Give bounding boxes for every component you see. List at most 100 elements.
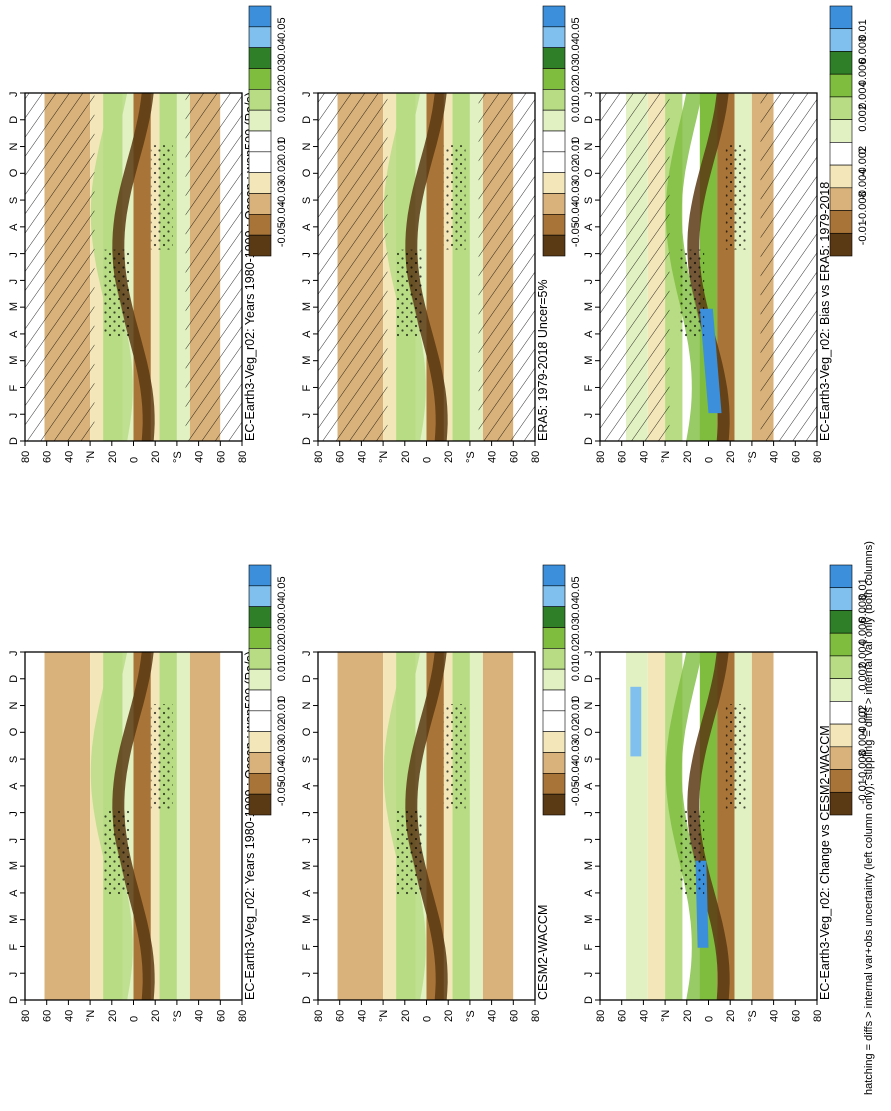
lat-tick-label: 80	[20, 451, 32, 463]
month-tick-label: A	[301, 223, 313, 231]
colorbar-swatch	[248, 214, 272, 236]
lat-tick-label: 40	[194, 1010, 206, 1022]
lat-tick-label: 80	[812, 451, 824, 463]
colorbar-swatch	[829, 28, 853, 52]
colorbar-swatch	[248, 689, 272, 712]
lat-tick-label: 40	[769, 1010, 781, 1022]
lat-band	[189, 652, 221, 1000]
panel-title: ERA5: 1979-2018 Uncer=5%	[536, 279, 550, 441]
colorbar-label: -0.01	[570, 698, 582, 723]
colorbar-label: -0.05	[276, 781, 288, 806]
lat-tick-label: 80	[530, 451, 542, 463]
month-tick-label: M	[8, 356, 20, 365]
colorbar-swatch	[248, 648, 272, 670]
colorbar-label: -0.01	[276, 698, 288, 723]
colorbar-swatch	[248, 668, 272, 691]
colorbar-swatch	[248, 710, 272, 732]
month-tick-label: D	[583, 437, 595, 445]
month-tick-label: A	[583, 782, 595, 790]
month-tick-label: D	[8, 675, 20, 683]
colorbar-label: 0.03	[276, 59, 288, 80]
lat-tick-label: 20	[400, 451, 412, 463]
lat-band	[600, 652, 627, 1000]
month-tick-label: D	[583, 675, 595, 683]
lat-band	[220, 652, 242, 1000]
lat-tick-label: 40	[638, 1010, 650, 1022]
lat-tick-label: 40	[638, 451, 650, 463]
colorbar-swatch	[248, 68, 272, 90]
month-tick-label: F	[8, 384, 20, 391]
colorbar-swatch	[542, 5, 566, 28]
colorbar-swatch	[829, 564, 853, 589]
month-tick-label: J	[8, 92, 20, 98]
lat-tick-label: 80	[812, 1010, 824, 1022]
stippling	[443, 704, 466, 809]
colorbar-swatch	[248, 109, 272, 132]
colorbar-label: 0.006	[857, 59, 869, 87]
colorbar-label: 0.03	[570, 618, 582, 639]
colorbar-0: 0.050.040.030.020.010-0.01-0.02-0.03-0.0…	[248, 5, 288, 257]
lat-tick-label: 0	[129, 1016, 141, 1022]
lat-tick-label: 60	[790, 1010, 802, 1022]
month-tick-label: J	[301, 811, 313, 817]
lat-tick-label: °N	[660, 1010, 672, 1022]
colorbar-label: 0.02	[276, 639, 288, 660]
month-tick-label: M	[583, 915, 595, 924]
month-tick-label: O	[301, 168, 313, 177]
itcz-band	[112, 652, 155, 1000]
lat-band	[176, 652, 190, 1000]
colorbar-label: -0.02	[570, 160, 582, 185]
month-tick-label: J	[583, 838, 595, 844]
lat-tick-label: °S	[465, 451, 477, 463]
month-tick-label: J	[583, 279, 595, 285]
lat-band	[44, 652, 91, 1000]
colorbar-swatch	[542, 130, 566, 153]
colorbar-swatch	[248, 793, 272, 816]
colorbar-swatch	[829, 769, 853, 793]
colorbar-label: 0.03	[570, 59, 582, 80]
hatching	[478, 93, 535, 441]
colorbar-swatch	[542, 214, 566, 236]
month-tick-label: J	[8, 811, 20, 817]
lat-tick-label: °N	[85, 451, 97, 463]
colorbar-swatch	[829, 210, 853, 234]
stippling	[725, 145, 748, 250]
colorbar-swatch	[829, 119, 853, 143]
lat-tick-label: 80	[20, 1010, 32, 1022]
colorbar-label: -0.04	[570, 760, 582, 785]
lat-tick-label: 20	[682, 451, 694, 463]
lat-tick-label: °S	[747, 451, 759, 463]
colorbar-swatch	[248, 5, 272, 28]
colorbar-swatch	[542, 47, 566, 69]
heatmap-panel-5: 80 60 40 °N 20 0 20 °S 40 60 80DJFMAMJJASONDJEC-Ea…	[583, 651, 832, 1023]
month-tick-label: J	[583, 413, 595, 419]
lat-tick-label: °S	[465, 1010, 477, 1022]
colorbar-swatch	[248, 26, 272, 48]
lat-tick-label: °S	[172, 1010, 184, 1022]
lat-tick-label: 20	[107, 1010, 119, 1022]
colorbar-label: -0.03	[276, 180, 288, 205]
lat-tick-label: °N	[378, 451, 390, 463]
hatching	[600, 93, 670, 441]
colorbar-label: -0.02	[276, 160, 288, 185]
month-tick-label: J	[301, 92, 313, 98]
colorbar-swatch	[248, 606, 272, 628]
stippling	[678, 249, 705, 337]
month-tick-label: D	[583, 116, 595, 124]
colorbar-swatch	[542, 172, 566, 194]
colorbar-swatch	[829, 73, 853, 98]
colorbar-swatch	[829, 701, 853, 725]
colorbar-swatch	[248, 585, 272, 607]
month-tick-label: S	[301, 197, 313, 204]
colorbar-label: 0.04	[276, 597, 288, 618]
colorbar-label: 0.002	[857, 663, 869, 691]
colorbar-label: -0.002	[857, 146, 869, 177]
lat-tick-label: 60	[508, 451, 520, 463]
month-tick-label: N	[583, 702, 595, 710]
colorbar-swatch	[248, 564, 272, 587]
lat-tick-label: °N	[660, 451, 672, 463]
colorbar-swatch	[542, 773, 566, 795]
month-tick-label: D	[8, 116, 20, 124]
colorbar-swatch	[542, 89, 566, 111]
